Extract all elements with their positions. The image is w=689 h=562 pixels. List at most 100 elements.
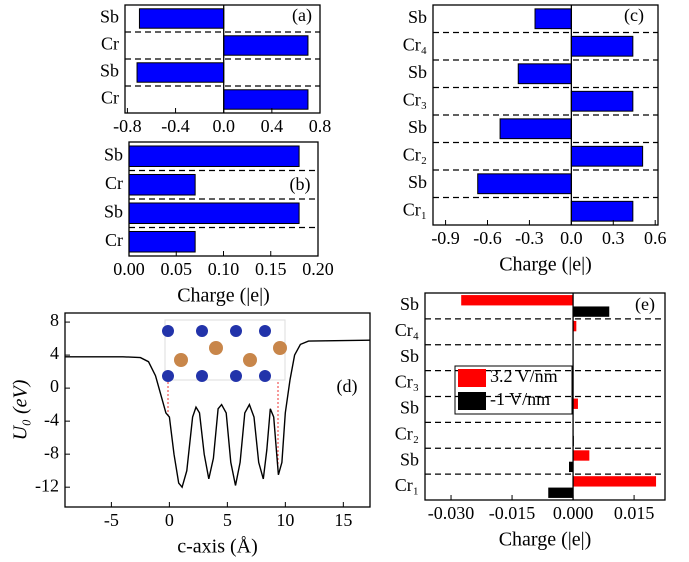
x-tick-label: 0.4 [261,116,284,136]
bar [570,145,644,167]
y-axis-label: U₀ (eV) [10,379,32,440]
bar [499,118,572,140]
bar [128,202,300,225]
panel-label: (d) [337,376,358,397]
x-axis-label: Charge (|e|) [177,285,270,307]
x-tick-label: 0.000 [553,503,594,523]
bar [223,35,309,56]
x-tick-label: 0.3 [602,228,625,248]
y-tick-label: Cr [105,230,123,250]
y-tick-label: Cr₃ [395,372,419,392]
legend-swatch [458,369,486,387]
x-tick-label: -0.030 [428,503,475,523]
potential-curve [65,339,371,489]
y-tick-label: Sb [408,62,427,82]
bar [534,8,572,30]
panel-label: (a) [292,5,312,26]
x-axis-label: c-axis (Å) [177,536,258,558]
x-tick-label: -0.8 [113,116,142,136]
bar [136,62,225,83]
x-tick-label: 0.0 [212,116,235,136]
cr-atoms [174,341,287,367]
y-tick-label: -12 [35,475,59,495]
x-tick-label: 0.00 [113,259,145,279]
x-tick-label: -0.015 [489,503,536,523]
y-tick-label: Sb [408,7,427,27]
y-tick-label: Cr₂ [403,144,427,164]
y-tick-label: Cr [101,34,119,54]
x-tick-label: 15 [334,510,352,530]
legend-label: -1 V/nm [490,389,550,409]
sb-atoms [162,325,271,382]
y-tick-label: Cr₄ [403,34,427,54]
legend-label: 3.2 V/nm [490,366,558,386]
x-axis-label: Charge (|e|) [499,529,592,551]
bar [128,230,196,253]
y-tick-label: Sb [104,201,123,221]
bar [477,173,572,195]
bar [573,398,578,409]
bar [461,295,574,306]
y-tick-label: Sb [104,144,123,164]
panel-label: (c) [624,5,644,26]
x-tick-label: 0.8 [309,116,332,136]
x-tick-label: 5 [223,510,232,530]
x-tick-label: 0.0 [560,228,583,248]
y-tick-label: Sb [400,294,419,314]
x-tick-label: 0.15 [255,259,287,279]
bar [569,461,574,473]
bar [570,200,634,222]
panel-label: (e) [635,294,655,315]
x-tick-label: 10 [276,510,294,530]
bar [128,173,196,196]
crystal-inset [162,319,287,472]
bar [517,63,572,85]
x-axis-label: Charge (|e|) [499,254,592,276]
axes-frame [424,292,666,501]
x-tick-label: 0.10 [208,259,240,279]
bar [573,320,577,332]
bar [128,145,300,168]
axes-frame [124,4,321,114]
bar [573,476,657,487]
bar [223,89,309,110]
y-tick-label: 0 [50,376,59,396]
y-tick-label: Sb [400,346,419,366]
y-tick-label: Cr₃ [403,89,427,109]
bar [573,306,610,317]
x-tick-label: -0.4 [161,116,190,136]
y-tick-label: Cr₂ [395,423,419,443]
y-tick-label: Cr₁ [403,199,427,219]
x-tick-label: 0.20 [302,259,334,279]
y-tick-label: Cr [101,88,119,108]
y-tick-label: Sb [408,117,427,137]
y-tick-label: Sb [100,61,119,81]
x-tick-label: -0.6 [473,228,502,248]
y-tick-label: 4 [50,343,59,363]
y-tick-label: 8 [50,310,59,330]
y-tick-label: Sb [400,398,419,418]
x-tick-label: 0.6 [644,228,667,248]
x-tick-label: 0.015 [614,503,655,523]
x-tick-label: -0.3 [515,228,544,248]
legend-frame [454,365,573,415]
legend-swatch [458,392,486,410]
panel-label: (b) [290,174,311,195]
y-tick-label: Sb [100,7,119,27]
bar [570,90,634,112]
y-tick-label: Cr₁ [395,475,419,495]
x-tick-label: -5 [104,510,119,530]
y-tick-label: Cr [105,173,123,193]
y-tick-label: Sb [400,449,419,469]
bar [573,450,590,461]
bar [138,8,225,29]
bar [570,35,634,57]
axes-frame [432,4,659,226]
y-tick-label: Cr₄ [395,320,419,340]
bar [548,487,574,498]
y-tick-label: Sb [408,172,427,192]
x-tick-label: 0.05 [161,259,193,279]
y-tick-label: -8 [44,442,59,462]
